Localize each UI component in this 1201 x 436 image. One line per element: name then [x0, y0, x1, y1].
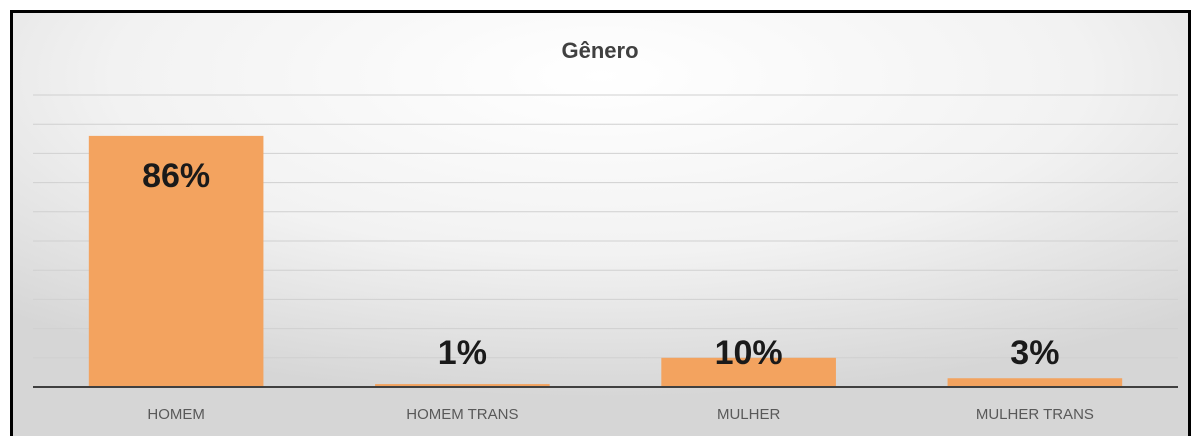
data-label: 10% — [715, 334, 783, 372]
bar — [661, 357, 836, 387]
x-tick-label: MULHER TRANS — [976, 406, 1094, 423]
data-label: 1% — [438, 334, 487, 372]
bar — [947, 378, 1123, 387]
chart-title: Gênero — [561, 38, 638, 63]
x-tick-label: HOMEM — [147, 406, 205, 423]
data-label: 86% — [142, 157, 210, 195]
data-label: 3% — [1010, 334, 1059, 372]
x-tick-label: HOMEM TRANS — [406, 406, 518, 423]
bar — [375, 384, 550, 387]
bar — [88, 135, 264, 387]
x-tick-label: MULHER — [717, 406, 781, 423]
